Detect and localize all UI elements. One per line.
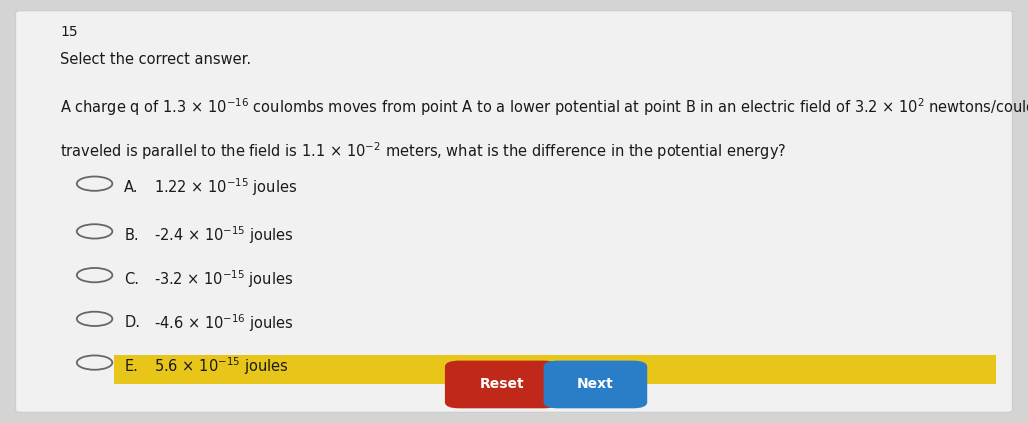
Text: -4.6 × 10$^{-16}$ joules: -4.6 × 10$^{-16}$ joules xyxy=(154,312,294,334)
Text: A charge q of 1.3 × 10$^{-16}$ coulombs moves from point A to a lower potential : A charge q of 1.3 × 10$^{-16}$ coulombs … xyxy=(60,96,1028,118)
Text: B.: B. xyxy=(124,228,139,243)
Text: D.: D. xyxy=(124,315,140,330)
FancyBboxPatch shape xyxy=(15,11,1013,412)
FancyBboxPatch shape xyxy=(544,360,648,408)
Text: -3.2 × 10$^{-15}$ joules: -3.2 × 10$^{-15}$ joules xyxy=(154,268,293,290)
Text: C.: C. xyxy=(124,272,139,287)
Text: 15: 15 xyxy=(60,25,78,38)
FancyBboxPatch shape xyxy=(114,354,995,385)
Text: Reset: Reset xyxy=(479,377,524,391)
Text: E.: E. xyxy=(124,359,138,374)
Text: Next: Next xyxy=(577,377,614,391)
Text: -2.4 × 10$^{-15}$ joules: -2.4 × 10$^{-15}$ joules xyxy=(154,225,294,246)
FancyBboxPatch shape xyxy=(445,360,558,408)
Text: 5.6 × 10$^{-15}$ joules: 5.6 × 10$^{-15}$ joules xyxy=(154,356,289,377)
Text: traveled is parallel to the field is 1.1 × 10$^{-2}$ meters, what is the differe: traveled is parallel to the field is 1.1… xyxy=(60,140,786,162)
Text: Select the correct answer.: Select the correct answer. xyxy=(60,52,251,67)
Text: 1.22 × 10$^{-15}$ joules: 1.22 × 10$^{-15}$ joules xyxy=(154,177,297,198)
Text: A.: A. xyxy=(124,180,139,195)
